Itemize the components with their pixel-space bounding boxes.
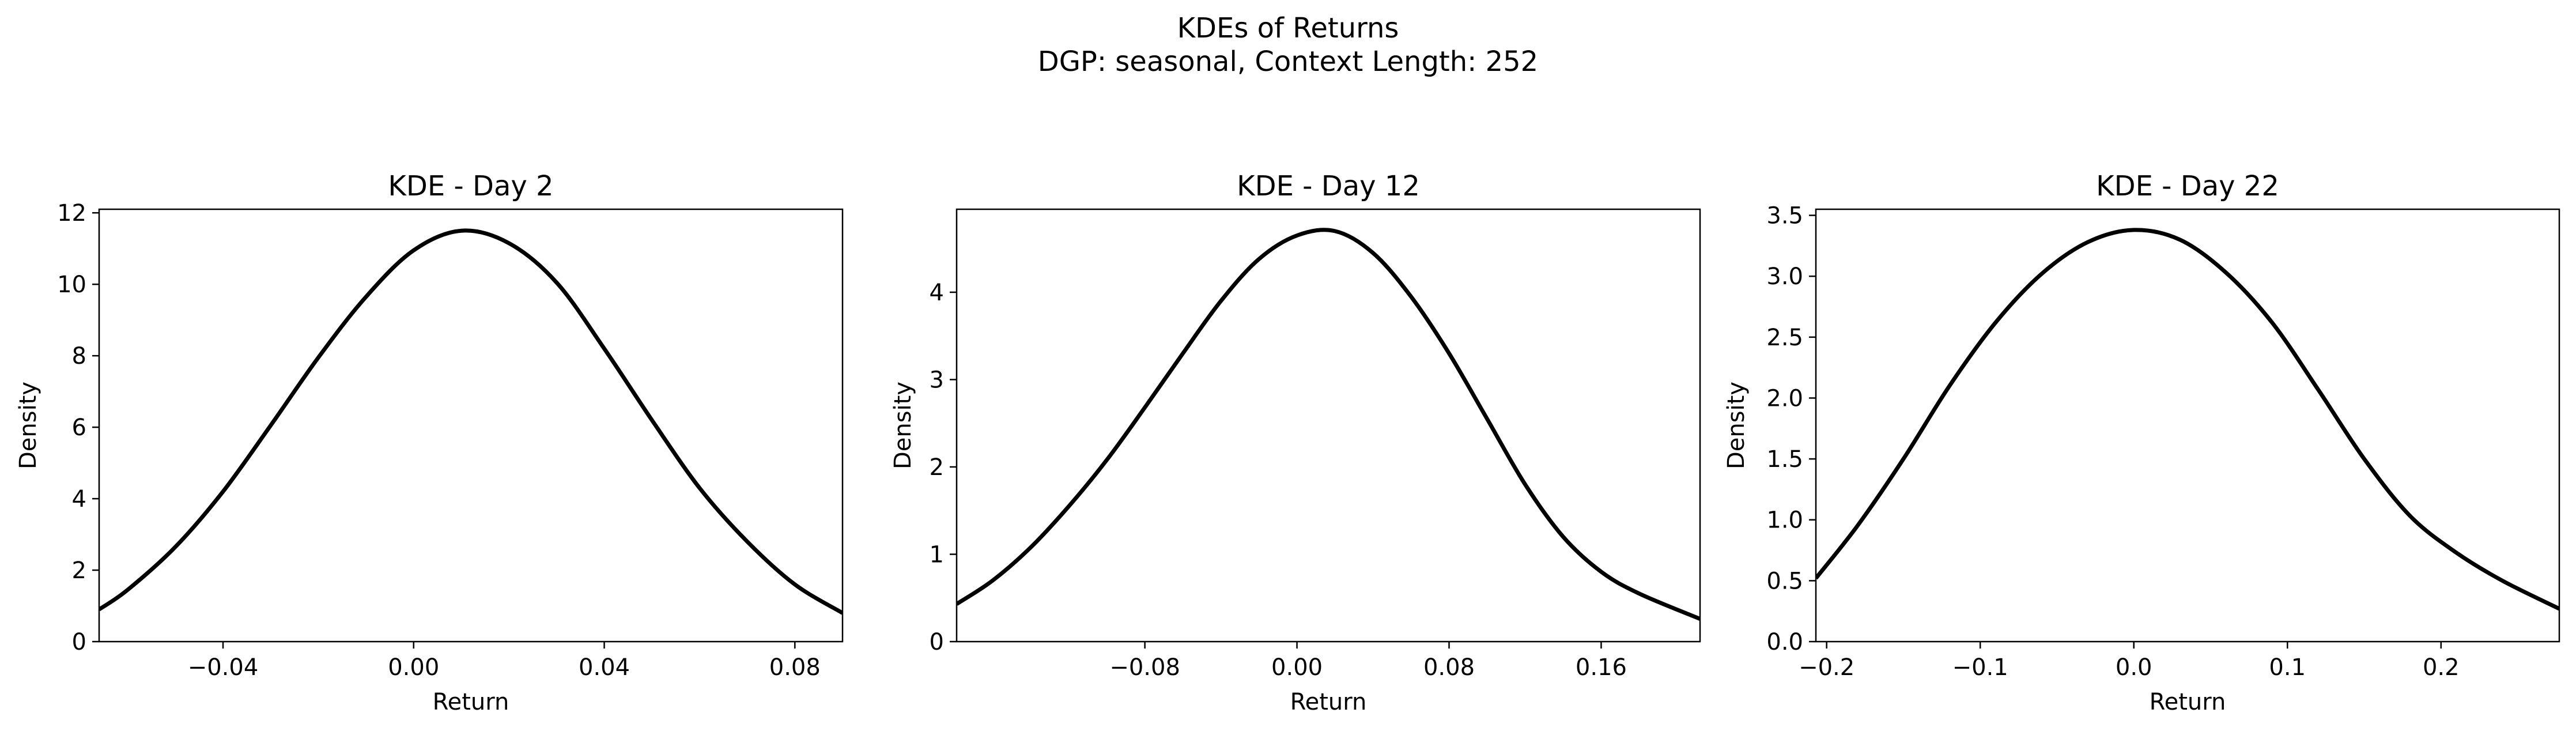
y-tick-label-3: 1.0 — [1766, 507, 1803, 534]
kde-curve-1 — [99, 228, 843, 615]
figure-title-line-1: KDEs of Returns — [1177, 12, 1399, 44]
subplot-1: −0.04 0.00 0.04 0.08 0 2 4 6 8 10 12 KDE - Day 2 Ret… — [15, 170, 844, 715]
y-tick-label-3: 0.5 — [1766, 568, 1803, 594]
y-tick-label-1: 0 — [72, 629, 86, 655]
y-tick-label-1: 10 — [57, 272, 86, 298]
x-tick-label-3: 0.2 — [2423, 654, 2460, 681]
x-tick-label-3: −0.1 — [1952, 654, 2008, 681]
kde-curve-3 — [1816, 228, 2559, 611]
y-tick-label-1: 6 — [72, 414, 86, 441]
y-tick-label-3: 2.0 — [1766, 385, 1803, 412]
x-tick-label-2: 0.08 — [1423, 654, 1475, 681]
y-tick-label-3: 1.5 — [1766, 446, 1803, 473]
x-tick-label-2: 0.00 — [1271, 654, 1323, 681]
y-tick-label-3: 2.5 — [1766, 325, 1803, 351]
x-tick-label-3: 0.1 — [2269, 654, 2306, 681]
x-tick-label-1: 0.00 — [388, 654, 439, 681]
y-tick-label-2: 2 — [930, 454, 944, 481]
x-tick-label-2: −0.08 — [1109, 654, 1180, 681]
subplot-title-2: KDE - Day 12 — [1237, 170, 1420, 202]
y-tick-label-3: 3.0 — [1766, 263, 1803, 290]
y-tick-label-2: 0 — [930, 629, 944, 655]
subplot-3: −0.2 −0.1 0.0 0.1 0.2 0.0 0.5 1.0 1.5 2.0 2.5 3.0 3.… — [1723, 170, 2560, 715]
y-tick-label-1: 8 — [72, 343, 86, 370]
figure-title: KDEs of Returns DGP: seasonal, Context L… — [0, 12, 2576, 78]
x-tick-label-1: 0.08 — [769, 654, 821, 681]
y-tick-label-2: 4 — [930, 280, 944, 306]
subplot-title-1: KDE - Day 2 — [388, 170, 553, 202]
y-tick-label-2: 1 — [930, 541, 944, 568]
x-axis-label-2: Return — [1290, 689, 1367, 715]
y-tick-label-3: 0.0 — [1766, 629, 1803, 655]
y-tick-label-1: 2 — [72, 557, 86, 584]
x-tick-label-1: −0.04 — [188, 654, 259, 681]
axes-frame-1 — [98, 208, 844, 643]
subplot-title-3: KDE - Day 22 — [2096, 170, 2279, 202]
y-tick-label-3: 3.5 — [1766, 203, 1803, 229]
x-tick-label-3: 0.0 — [2116, 654, 2152, 681]
axes-frame-3 — [1815, 208, 2560, 643]
x-tick-label-2: 0.16 — [1576, 654, 1627, 681]
y-axis-label-2: Density — [890, 382, 916, 469]
y-axis-label-3: Density — [1723, 382, 1750, 469]
x-axis-label-3: Return — [2150, 689, 2226, 715]
y-tick-label-2: 3 — [930, 367, 944, 393]
axes-frame-2 — [955, 208, 1701, 643]
figure-subtitle: DGP: seasonal, Context Length: 252 — [1037, 46, 1539, 78]
y-tick-label-1: 12 — [57, 200, 86, 227]
y-axis-label-1: Density — [15, 382, 41, 469]
y-tick-label-1: 4 — [72, 486, 86, 512]
x-tick-label-3: −0.2 — [1799, 654, 1854, 681]
subplot-2: −0.08 0.00 0.08 0.16 0 1 2 3 4 KDE - Day 12 Return… — [890, 170, 1701, 715]
kde-curve-2 — [957, 228, 1700, 621]
x-tick-label-1: 0.04 — [579, 654, 630, 681]
x-axis-label-1: Return — [433, 689, 509, 715]
